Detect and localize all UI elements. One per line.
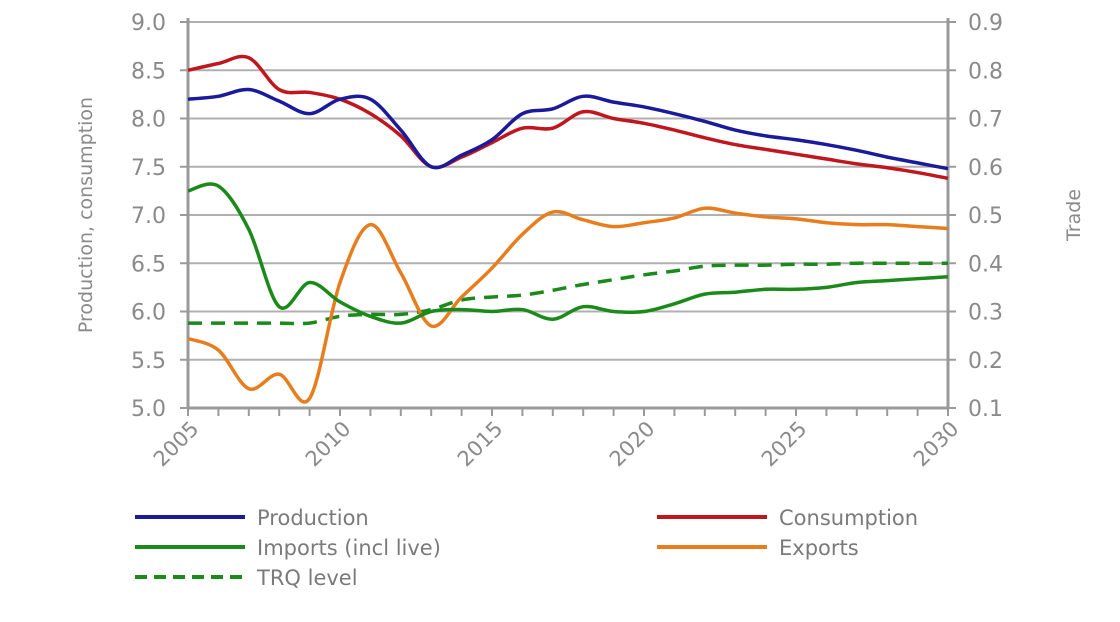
legend-label: Production xyxy=(257,506,369,530)
axes: 5.0 5.5 6.0 6.5 7.0 7.5 8.0 8.5 9.0 0.1 0.2 0.3 0.4 0… xyxy=(131,11,1003,471)
legend-label: Exports xyxy=(779,536,859,560)
y-tick-label: 6.5 xyxy=(131,252,166,277)
y2-tick-label: 0.3 xyxy=(968,301,1003,326)
series-line-consumption xyxy=(187,54,949,181)
y2-tick-label: 0.9 xyxy=(968,11,1003,36)
y-axis-title: Production, consumption xyxy=(75,97,97,333)
y2-tick-label: 0.6 xyxy=(968,156,1003,181)
y-tick-label: 5.0 xyxy=(131,397,166,422)
x-tick-label: 2005 xyxy=(149,417,204,472)
y-tick-label: 5.5 xyxy=(131,349,166,374)
y2-tick-label: 0.8 xyxy=(968,59,1003,84)
legend-label: Consumption xyxy=(779,506,918,530)
x-tick-label: 2020 xyxy=(605,417,660,472)
y-tick-label: 9.0 xyxy=(131,11,166,36)
series-line-imports-incl-live xyxy=(187,182,949,325)
series-line-trq-level xyxy=(187,261,948,326)
y2-tick-label: 0.1 xyxy=(968,397,1003,422)
y2-tick-label: 0.2 xyxy=(968,349,1003,374)
y2-tick-label: 0.7 xyxy=(968,108,1003,133)
y-tick-label: 8.5 xyxy=(131,59,166,84)
y2-axis-title: Trade xyxy=(1063,189,1085,242)
y-tick-label: 7.0 xyxy=(131,204,166,229)
series-line-production xyxy=(187,87,949,171)
legend-label: TRQ level xyxy=(256,566,358,590)
x-tick-label: 2010 xyxy=(301,417,356,472)
y-tick-label: 7.5 xyxy=(131,156,166,181)
series-lines xyxy=(187,54,949,404)
y2-tick-label: 0.5 xyxy=(968,204,1003,229)
x-tick-label: 2025 xyxy=(757,417,812,472)
y-tick-label: 8.0 xyxy=(131,108,166,133)
series-line-exports xyxy=(187,206,949,404)
x-tick-label: 2015 xyxy=(453,417,508,472)
y-tick-label: 6.0 xyxy=(131,301,166,326)
legend-label: Imports (incl live) xyxy=(257,536,441,560)
legend: Production Consumption Imports (incl live)… xyxy=(135,506,918,590)
x-tick-label: 2030 xyxy=(909,417,964,472)
y2-tick-label: 0.4 xyxy=(968,252,1003,277)
